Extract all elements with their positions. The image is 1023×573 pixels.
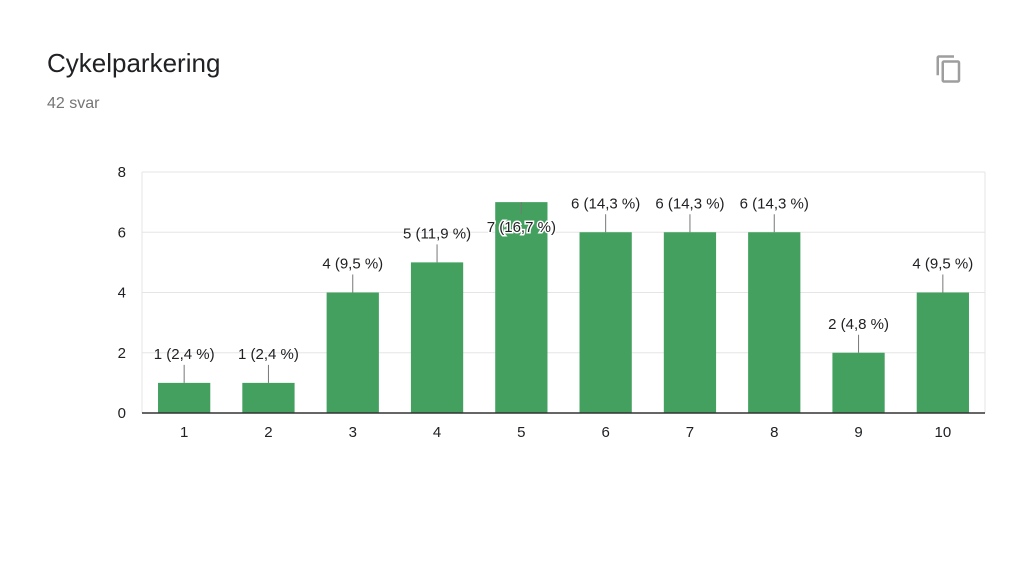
data-label: 6 (14,3 %)	[740, 195, 809, 212]
y-tick-label: 8	[118, 164, 126, 181]
data-label: 6 (14,3 %)	[571, 195, 640, 212]
y-tick-label: 4	[118, 285, 126, 302]
data-label: 4 (9,5 %)	[912, 256, 973, 273]
y-tick-label: 6	[118, 224, 126, 241]
x-tick-label: 6	[601, 424, 609, 441]
data-label: 5 (11,9 %)	[403, 225, 471, 242]
data-label: 6 (14,3 %)	[655, 195, 724, 212]
data-label: 1 (2,4 %)	[154, 346, 215, 363]
data-label: 2 (4,8 %)	[828, 316, 889, 333]
data-label: 1 (2,4 %)	[238, 346, 299, 363]
bar[interactable]	[495, 202, 548, 413]
x-tick-label: 3	[349, 424, 357, 441]
x-tick-label: 1	[180, 424, 188, 441]
data-label: 7 (16,7 %)	[487, 219, 556, 236]
bar[interactable]	[916, 292, 969, 414]
bar[interactable]	[663, 232, 717, 413]
chart-svg: 0 2 4 6 8 1 2 3 4 5 6 7 8 9 10 1 (2,4 %) 1 (2,4 %) 4 (9,5…	[118, 164, 986, 441]
bar-chart: 0 2 4 6 8 1 2 3 4 5 6 7 8 9 10 1 (2,4 %) 1 (2,4 %) 4 (9,5…	[0, 150, 1023, 450]
bar[interactable]	[832, 352, 885, 413]
bar[interactable]	[579, 232, 632, 413]
bar[interactable]	[158, 382, 211, 413]
x-tick-label: 4	[433, 424, 441, 441]
copy-icon	[936, 55, 961, 83]
bar[interactable]	[326, 292, 379, 414]
bar[interactable]	[410, 262, 464, 413]
data-label: 4 (9,5 %)	[322, 256, 383, 273]
x-tick-label: 2	[264, 424, 272, 441]
bar[interactable]	[242, 382, 295, 413]
y-tick-label: 2	[118, 345, 126, 362]
bar[interactable]	[748, 232, 801, 413]
copy-button[interactable]	[934, 54, 964, 84]
response-count: 42 svar	[47, 95, 100, 112]
x-tick-label: 10	[935, 424, 952, 441]
x-tick-label: 7	[686, 424, 694, 441]
x-tick-label: 8	[770, 424, 778, 441]
x-tick-label: 9	[854, 424, 862, 441]
page-title: Cykelparkering	[47, 48, 221, 78]
y-tick-label: 0	[118, 405, 126, 422]
x-tick-label: 5	[517, 424, 525, 441]
